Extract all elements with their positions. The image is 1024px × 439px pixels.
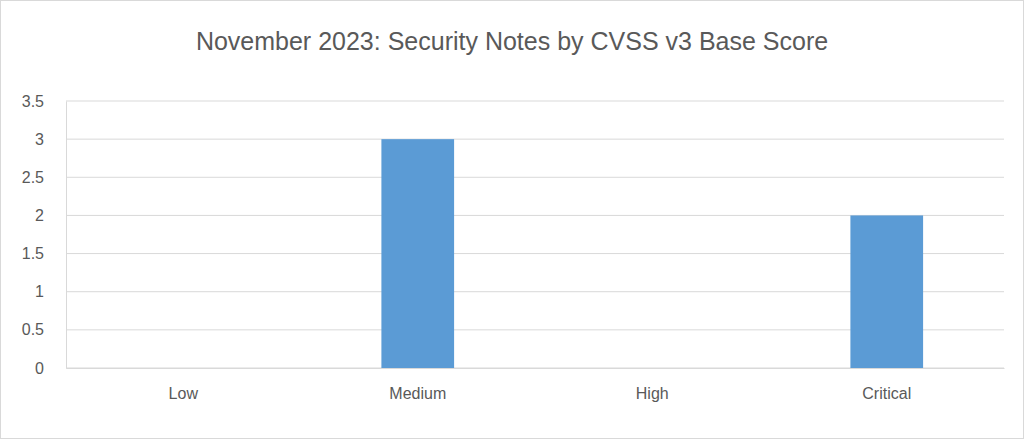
y-tick: 0.5 (22, 321, 66, 338)
grid-line (66, 101, 1004, 102)
bar (850, 215, 923, 368)
y-tick-label: 3 (35, 131, 44, 148)
y-tick-label: 2.5 (22, 169, 44, 186)
bar (616, 368, 689, 369)
y-tick-label: 0 (35, 360, 44, 377)
y-tick-label: 2 (35, 207, 44, 224)
x-axis: Low Medium High Critical (67, 368, 1005, 402)
grid-line (66, 177, 1004, 178)
x-tick: Medium (389, 368, 446, 402)
x-axis-line (67, 368, 1005, 369)
x-tick-label: Medium (389, 385, 446, 402)
y-tick: 2.5 (22, 169, 66, 186)
bars (381, 139, 923, 368)
x-tick: High (636, 368, 669, 402)
x-tick: Low (169, 368, 199, 402)
x-tick-label: Low (169, 385, 199, 402)
y-tick: 1.5 (22, 245, 66, 262)
y-tick-label: 3.5 (22, 93, 44, 110)
grid (66, 101, 1004, 368)
y-axis: 0 0.5 1 1.5 2 2.5 3 3.5 (22, 93, 67, 377)
x-tick-label: Critical (862, 385, 911, 402)
y-tick: 1 (35, 283, 66, 300)
y-tick: 3 (35, 131, 66, 148)
grid-line (66, 139, 1004, 140)
x-tick-label: High (636, 385, 669, 402)
bar (381, 139, 454, 368)
bar (147, 368, 220, 369)
y-axis-line (66, 102, 67, 369)
x-tick: Critical (862, 368, 911, 402)
y-tick: 2 (35, 207, 66, 224)
y-tick: 0 (35, 360, 66, 377)
chart-title: November 2023: Security Notes by CVSS v3… (196, 27, 828, 55)
chart-frame (1, 1, 1024, 439)
y-tick-label: 1 (35, 283, 44, 300)
y-tick-label: 1.5 (22, 245, 44, 262)
y-tick: 3.5 (22, 93, 66, 110)
y-tick-label: 0.5 (22, 321, 44, 338)
chart: November 2023: Security Notes by CVSS v3… (0, 0, 1024, 439)
plot-area: 0 0.5 1 1.5 2 2.5 3 3.5 Low Medium High Critical (22, 93, 1005, 403)
